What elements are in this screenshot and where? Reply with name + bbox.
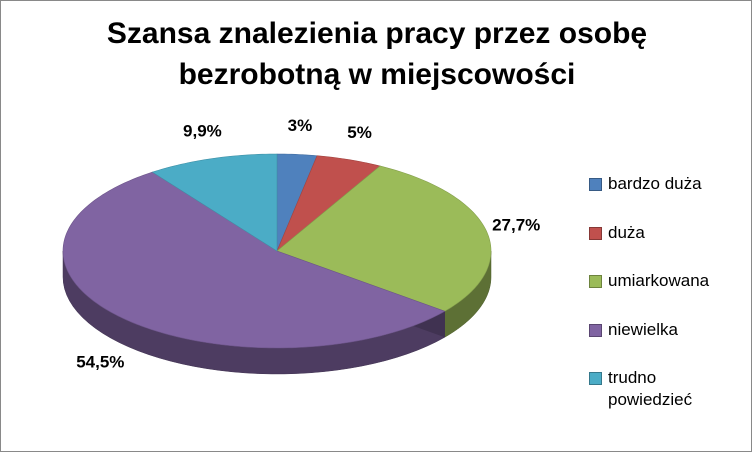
legend-entry: umiarkowana	[589, 270, 739, 292]
legend-label: duża	[608, 222, 645, 242]
legend-entry: bardzo duża	[589, 173, 739, 195]
slice	[62, 171, 446, 349]
legend-entry: trudno powiedzieć	[589, 367, 739, 411]
legend-label: bardzo duża	[608, 174, 702, 193]
legend-label: niewielka	[608, 319, 678, 339]
data-label: 3%	[288, 116, 313, 135]
data-label: 54,5%	[76, 353, 124, 372]
legend-label: umiarkowana	[608, 271, 710, 290]
data-label: 9,9%	[183, 121, 222, 140]
chart-title: Szansa znalezienia pracy przez osobę bez…	[106, 17, 648, 91]
legend-swatch	[589, 323, 602, 337]
legend-swatch	[589, 226, 602, 240]
legend-swatch	[589, 178, 602, 191]
legend-swatch	[589, 275, 602, 288]
data-label: 5%	[347, 123, 372, 142]
legend-label: trudno powiedzieć	[608, 368, 693, 409]
legend-entry: niewielka	[589, 319, 739, 341]
slice	[151, 153, 278, 252]
slice	[276, 165, 492, 312]
slice	[276, 155, 381, 252]
legend-entry: duża	[589, 222, 739, 244]
legend-swatch	[589, 372, 602, 385]
data-label: 27,7%	[492, 216, 540, 235]
